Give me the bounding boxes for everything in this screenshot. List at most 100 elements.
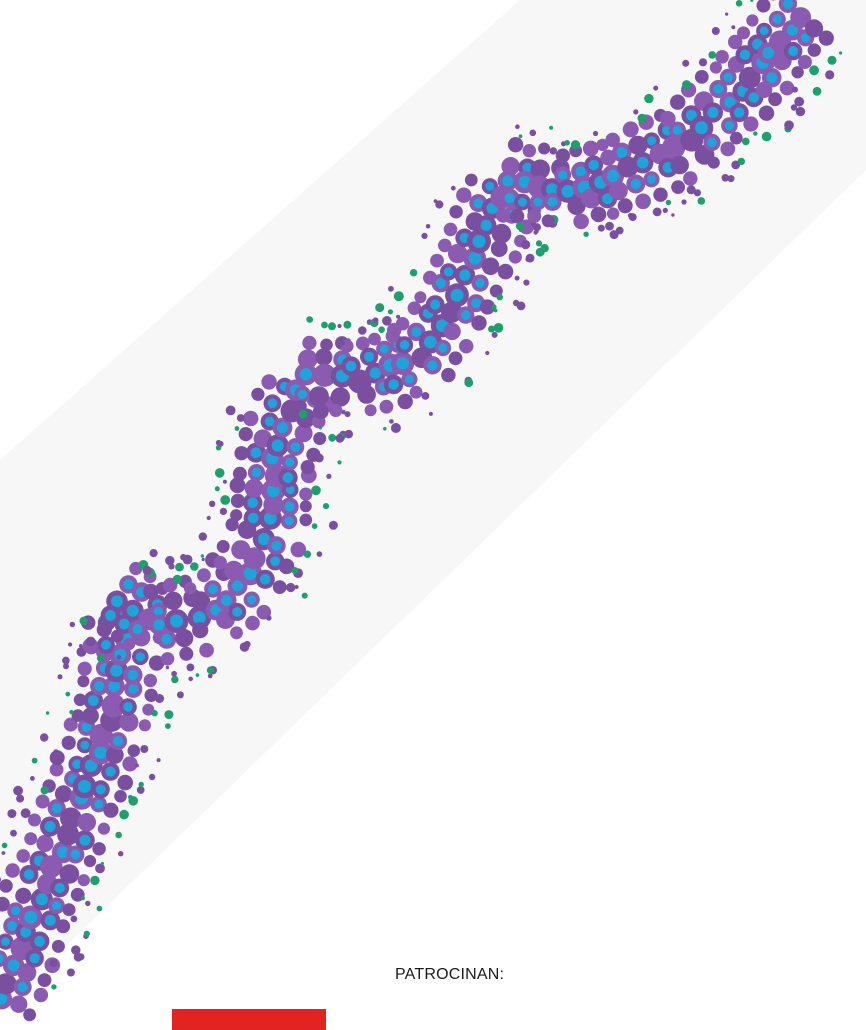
green-dot bbox=[564, 140, 570, 146]
cyan-dot bbox=[169, 614, 184, 628]
purple-dot bbox=[234, 446, 249, 461]
green-dot bbox=[90, 875, 100, 886]
purple-dot bbox=[609, 181, 628, 201]
green-dot bbox=[206, 666, 215, 674]
purple-dot bbox=[68, 642, 73, 647]
cyan-dot bbox=[127, 669, 139, 681]
purple-dot bbox=[509, 209, 525, 224]
cyan-dot bbox=[23, 869, 35, 880]
cyan-dot bbox=[267, 398, 278, 409]
purple-dot bbox=[791, 66, 804, 79]
cyan-dot bbox=[114, 648, 127, 661]
purple-dot bbox=[77, 953, 85, 961]
green-dot bbox=[96, 905, 103, 912]
green-dot bbox=[115, 831, 122, 839]
cyan-dot bbox=[263, 511, 277, 525]
cyan-dot bbox=[72, 759, 82, 769]
purple-dot bbox=[28, 813, 41, 827]
purple-dot bbox=[251, 387, 265, 401]
purple-dot bbox=[238, 427, 253, 442]
purple-dot bbox=[448, 243, 468, 264]
cyan-dot bbox=[606, 169, 620, 182]
purple-dot bbox=[438, 238, 452, 253]
cyan-dot bbox=[724, 121, 735, 131]
purple-dot bbox=[278, 558, 295, 575]
purple-dot bbox=[155, 694, 165, 703]
purple-dot bbox=[450, 185, 456, 191]
purple-dot bbox=[186, 663, 195, 672]
purple-dot bbox=[122, 756, 138, 772]
green-dot bbox=[40, 786, 49, 795]
purple-dot bbox=[758, 105, 775, 121]
purple-dot bbox=[414, 291, 427, 304]
cyan-dot bbox=[78, 779, 91, 793]
purple-dot bbox=[795, 106, 806, 117]
purple-dot bbox=[316, 551, 323, 557]
purple-dot bbox=[529, 129, 537, 137]
cyan-dot bbox=[266, 484, 280, 498]
purple-dot bbox=[790, 7, 812, 29]
green-dot bbox=[51, 984, 57, 990]
cyan-dot bbox=[108, 680, 120, 693]
purple-dot bbox=[299, 487, 313, 501]
cyan-dot bbox=[707, 137, 717, 148]
green-dot bbox=[128, 796, 138, 806]
green-dot bbox=[79, 616, 88, 626]
cyan-dot bbox=[264, 416, 275, 427]
purple-dot bbox=[804, 19, 824, 38]
purple-dot bbox=[627, 212, 634, 219]
purple-dot bbox=[144, 688, 158, 702]
green-dot bbox=[493, 323, 504, 333]
green-dot bbox=[753, 131, 758, 136]
green-dot bbox=[65, 691, 71, 697]
purple-dot bbox=[581, 188, 602, 209]
purple-dot bbox=[671, 180, 685, 195]
green-dot bbox=[328, 433, 337, 442]
purple-dot bbox=[57, 674, 63, 680]
cyan-dot bbox=[271, 439, 284, 452]
green-dot bbox=[328, 322, 336, 331]
cyan-dot bbox=[459, 269, 471, 281]
purple-dot bbox=[435, 200, 444, 209]
cyan-dot bbox=[251, 467, 262, 478]
purple-dot bbox=[209, 500, 216, 507]
cyan-dot bbox=[473, 198, 484, 209]
purple-dot bbox=[449, 205, 463, 219]
purple-dot bbox=[633, 109, 639, 115]
purple-dot bbox=[443, 222, 458, 237]
green-dot bbox=[119, 809, 129, 820]
green-dot bbox=[809, 65, 819, 76]
green-dot bbox=[393, 291, 404, 302]
purple-dot bbox=[597, 224, 605, 232]
purple-dot bbox=[103, 802, 119, 818]
cyan-dot bbox=[284, 516, 294, 526]
cyan-dot bbox=[110, 664, 123, 677]
cyan-dot bbox=[94, 746, 108, 759]
cyan-dot bbox=[647, 174, 656, 184]
cyan-dot bbox=[558, 170, 568, 180]
purple-dot bbox=[430, 253, 444, 268]
purple-dot bbox=[60, 807, 82, 829]
green-dot bbox=[682, 80, 691, 89]
purple-dot bbox=[448, 351, 463, 366]
cyan-dot bbox=[232, 580, 243, 592]
purple-dot bbox=[519, 219, 535, 235]
purple-dot bbox=[59, 864, 80, 884]
purple-dot bbox=[230, 626, 243, 640]
green-dot bbox=[644, 93, 654, 104]
purple-dot bbox=[538, 142, 551, 155]
cyan-dot bbox=[759, 26, 769, 36]
purple-dot bbox=[456, 187, 472, 203]
green-dot bbox=[646, 201, 650, 205]
cyan-dot bbox=[161, 633, 172, 645]
purple-dot bbox=[110, 629, 124, 643]
cyan-dot bbox=[105, 610, 116, 621]
purple-dot bbox=[527, 209, 542, 223]
purple-dot bbox=[662, 135, 686, 160]
green-dot bbox=[812, 86, 822, 96]
green-dot bbox=[45, 711, 50, 715]
purple-dot bbox=[596, 138, 609, 152]
purple-dot bbox=[390, 423, 401, 433]
green-dot bbox=[318, 426, 322, 430]
cyan-dot bbox=[443, 267, 454, 277]
